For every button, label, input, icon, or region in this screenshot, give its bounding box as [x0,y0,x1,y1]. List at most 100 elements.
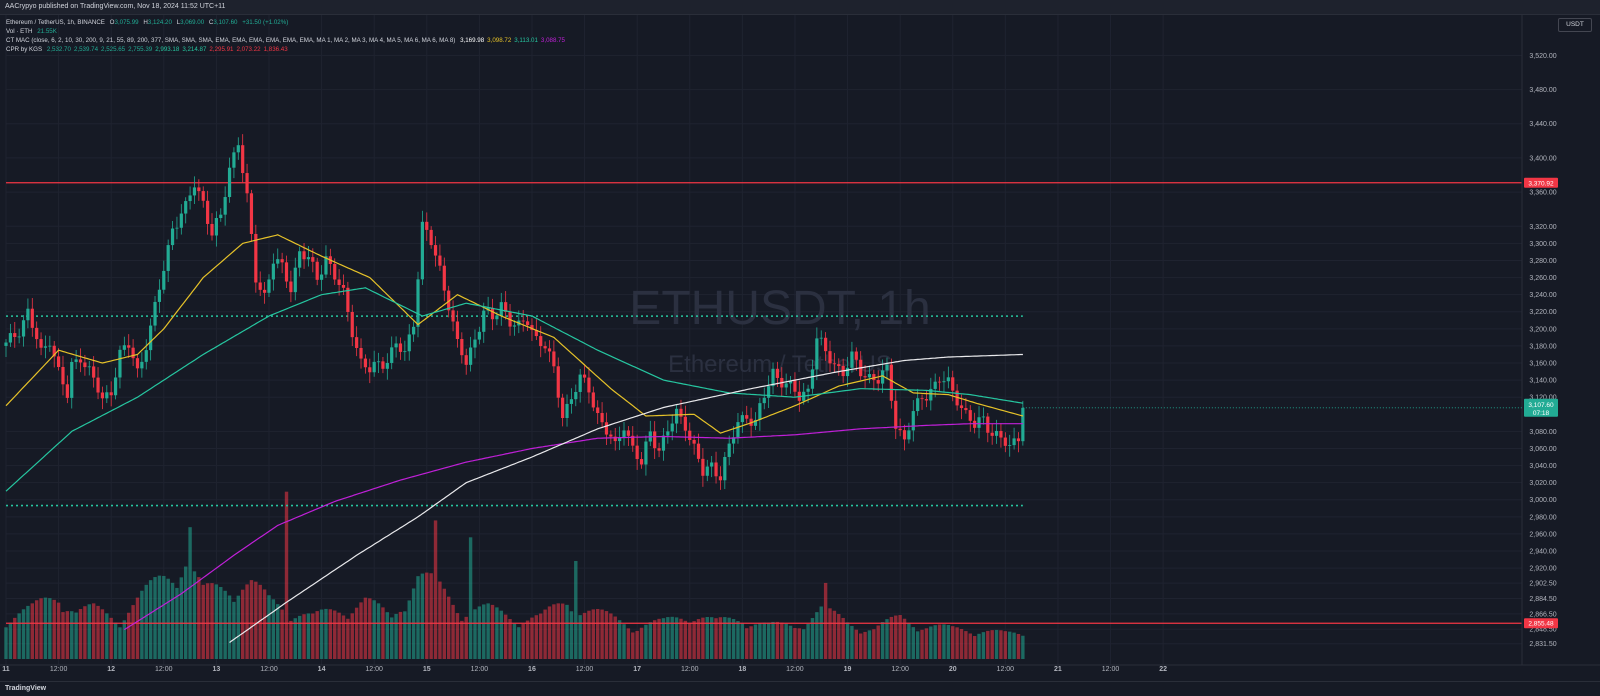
candle-body [350,311,354,338]
volume-bar [91,603,96,659]
candle-body [981,416,986,418]
candle-body [845,367,850,377]
candle-body [153,301,157,326]
volume-bar [652,620,657,659]
volume-bar [223,590,227,659]
volume-bar [376,603,381,659]
time-tick-label: 12:00 [891,666,909,673]
candle-body [13,333,17,337]
volume-bar [201,584,205,659]
volume-bar [425,572,429,659]
volume-bar [131,605,135,659]
candle-body [661,435,666,451]
candle-body [696,443,701,459]
volume-bar [626,628,631,659]
volume-bar [688,623,692,659]
candle-body [596,407,600,414]
candle-body [937,381,942,383]
candle-body [293,267,297,293]
volume-bar [179,577,184,659]
volume-bar [319,609,324,659]
time-tick-label: 20 [949,666,957,673]
candle-body [166,245,170,271]
volume-label[interactable]: Vol · ETH [6,28,33,35]
volume-bar [578,615,582,659]
ctmac-label[interactable]: CT MAC (close, 6, 2, 10, 30, 200, 9, 21,… [6,37,456,44]
ctmac-value: 3,113.01 [514,37,538,44]
candle-body [495,315,499,320]
volume-bar [477,606,482,659]
level-price-tag [1524,618,1558,629]
candle-body [109,392,113,396]
candle-body [543,346,547,349]
ctmac-value: 3,098.72 [487,37,512,44]
volume-bar [797,628,802,659]
volume-bar [280,609,284,659]
volume-bar [372,600,376,659]
candle-body [955,390,959,406]
candle-body [876,380,880,384]
volume-bar [144,584,148,659]
volume-bar [661,618,666,659]
ma-line-sma200 [229,353,1023,643]
price-axis[interactable]: 3,520.00 3,480.00 3,440.00 3,400.00 3,360.00… [1022,15,1558,665]
volume-bar [683,620,688,659]
volume-bar [315,611,319,659]
price-tick-label: 3,140.00 [1529,378,1556,385]
volume-bar [609,613,613,659]
volume-bar [385,612,390,659]
volume-bar [464,616,468,659]
volume-bar [999,630,1003,659]
candle-body [61,366,65,385]
candle-body [447,290,451,311]
volume-bar [188,527,192,659]
cpr-value: 2,525.65 [101,46,126,53]
symbol-label[interactable]: Ethereum / TetherUS, 1h, BINANCE [6,19,105,26]
volume-bar [709,617,714,659]
volume-bar [810,618,815,659]
cpr-value: 2,295.91 [209,46,234,53]
candle-body [622,430,626,438]
candle-body [442,265,446,291]
time-axis[interactable]: 11 12:00 12 12:00 13 12:00 14 12:00 15 12:00 16 12:… [0,664,1600,673]
candle-body [618,437,622,442]
volume-bar [65,611,70,659]
volume-bar [197,577,201,659]
price-tick-label: 2,960.00 [1529,531,1556,538]
candle-body [994,430,999,436]
volume-bar [297,615,302,659]
volume-bar [451,604,455,659]
volume-bar [240,589,245,659]
candle-body [959,405,964,409]
volume-bar [666,617,670,659]
candle-body [740,415,744,423]
volume-bar [324,608,328,659]
candle-body [885,364,889,371]
candles [4,134,1025,490]
time-tick-label: 12:00 [997,666,1015,673]
volume-bar [591,609,596,659]
candle-body [56,356,61,367]
volume-bar [600,609,604,659]
volume-bar [341,615,346,659]
candle-body [92,366,96,378]
price-chart[interactable]: ETHUSDT, 1h Ethereum / TetherUS 3,520.00… [0,15,1600,680]
candle-body [227,167,232,198]
volume-bar [858,633,863,659]
candle-body [223,197,227,215]
volume-bar [885,619,889,659]
volume-bar [863,631,867,659]
price-tick-label: 2,940.00 [1529,549,1556,556]
ohlc-open: O3,075.99 [109,19,139,26]
ohlc-high: H3,124.20 [143,19,172,26]
cpr-label[interactable]: CPR by KGS [6,46,43,53]
volume-bar [346,618,350,659]
volume-bar [1021,635,1025,659]
tradingview-logo[interactable]: TradingView [5,685,47,692]
price-tick-label: 3,200.00 [1529,326,1556,333]
time-tick-label: 11 [2,666,10,673]
candle-body [477,331,481,340]
volume-bar [34,600,39,659]
currency-unit-button[interactable]: USDT [1558,18,1592,32]
volume-bar [276,604,280,659]
